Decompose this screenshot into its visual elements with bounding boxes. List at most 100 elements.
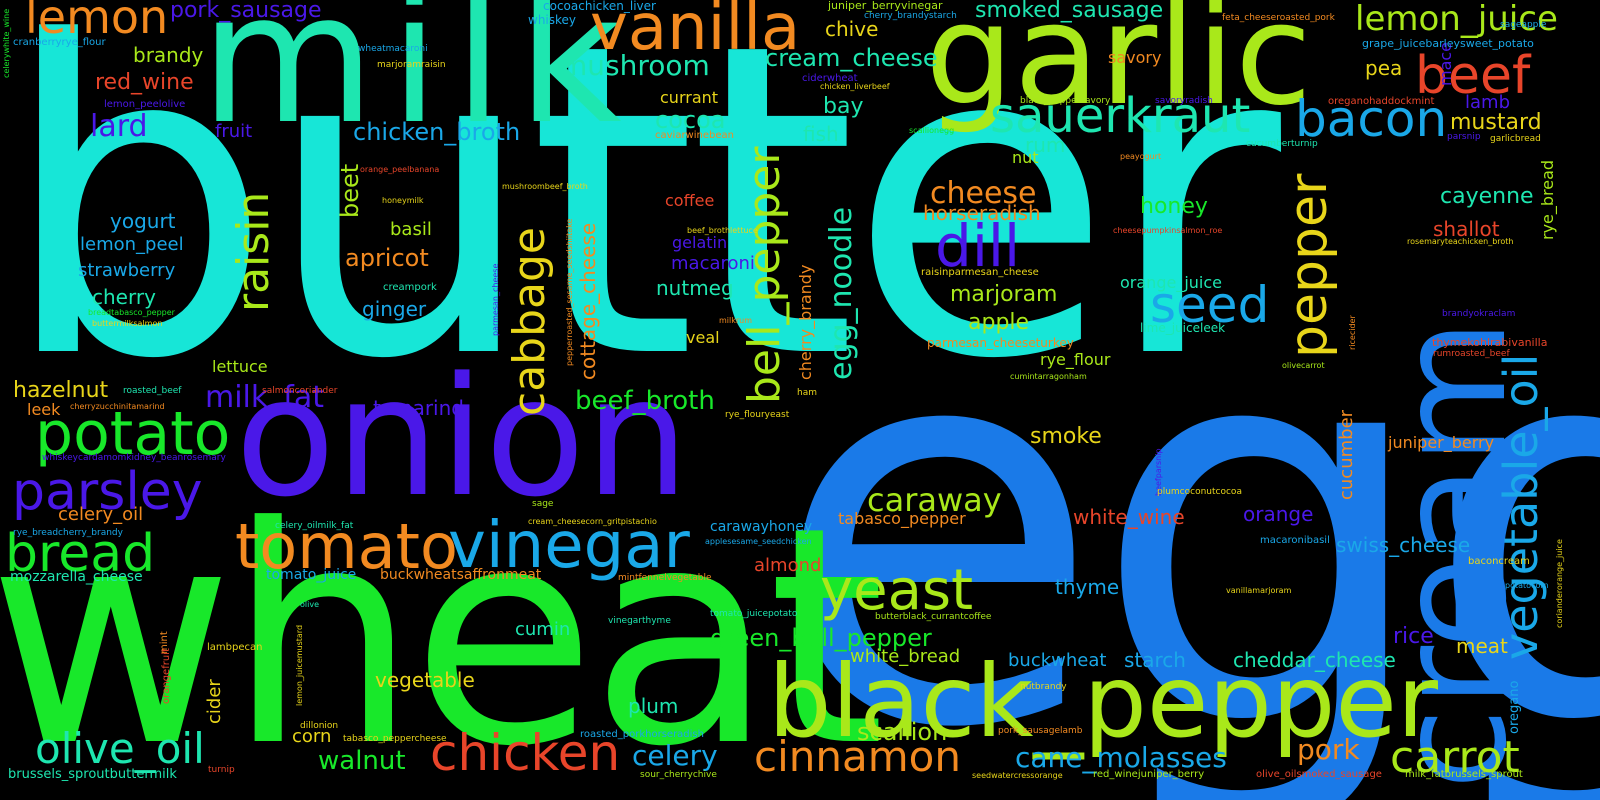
word-cheesepumpkinsalmon_roe: cheesepumpkinsalmon_roe (1113, 226, 1223, 235)
word-lettuce: lettuce (212, 357, 268, 376)
word-vinegar: vinegar (448, 509, 690, 583)
word-savory: savory (1108, 48, 1162, 67)
word-nutmeg: nutmeg (656, 276, 734, 300)
word-raisinparmesan_cheese: raisinparmesan_cheese (921, 267, 1039, 278)
word-brandyokraclam: brandyokraclam (1442, 309, 1516, 319)
word-green_bell_pepper: green_bell_pepper (710, 624, 932, 652)
word-nutbrandy: nutbrandy (1020, 682, 1067, 692)
word-cane_molasses: cane_molasses (1015, 741, 1227, 774)
word-wheatmacaroni: wheatmacaroni (358, 44, 428, 54)
word-marjoramraisin: marjoramraisin (377, 60, 446, 70)
word-horseradish: horseradish (923, 201, 1041, 225)
word-dill: dill (935, 212, 1021, 280)
word-starch: starch (1124, 648, 1186, 672)
word-cucumberturnip: cucumberturnip (1246, 139, 1318, 149)
word-white_wine: white_wine (1073, 505, 1185, 529)
word-buttermilksalmon: buttermilksalmon (92, 319, 163, 328)
word-milkrum: milkrum (719, 316, 753, 325)
word-buckwheat: buckwheat (1008, 650, 1107, 671)
word-white_bread: white_bread (850, 646, 961, 667)
word-roasted_porkhorseradish: roasted_porkhorseradish (580, 729, 704, 740)
word-peayogurt: peayogurt (1120, 152, 1162, 161)
word-rye_flouryeast: rye_flouryeast (725, 410, 790, 420)
word-orangefruit: orangefruit (161, 648, 172, 704)
word-cottage_cheese: cottage_cheese (576, 222, 600, 380)
word-veal: veal (686, 328, 720, 347)
word-mintfennelvegetable: mintfennelvegetable (618, 573, 712, 583)
word-red_winejuniper_berry: red_winejuniper_berry (1093, 769, 1205, 780)
word-seedwatercressorange: seedwatercressorange (972, 771, 1063, 780)
word-cherry_brandystarch: cherry_brandystarch (864, 11, 957, 21)
word-nut: nut (1012, 148, 1039, 167)
word-lamb: lamb (1465, 92, 1510, 113)
word-currant: currant (660, 88, 719, 107)
word-basil: basil (390, 219, 432, 240)
word-celery: celery (632, 739, 718, 772)
word-dillonion: dillonion (300, 721, 339, 731)
word-oreganohaddockmint: oreganohaddockmint (1328, 96, 1435, 107)
word-swiss_cheese: swiss_cheese (1336, 533, 1471, 557)
word-olive_oilsmoked_sausage: olive_oilsmoked_sausage (1256, 769, 1382, 780)
word-beef_broth: beef_broth (575, 386, 715, 416)
word-smoked_sausage: smoked_sausage (975, 0, 1164, 23)
word-red_wine: red_wine (95, 70, 194, 95)
word-tabasco_peppercheese: tabasco_peppercheese (343, 734, 447, 744)
word-cheese: cheese (930, 176, 1037, 211)
word-cumin: cumin (515, 619, 571, 640)
word-celery_oilmilk_fat: celery_oilmilk_fat (275, 521, 354, 531)
word-potato: potato (35, 399, 231, 469)
word-thymekohlrabivanilla: thymekohlrabivanilla (1432, 336, 1548, 349)
word-tabasco_pepper: tabasco_pepper (838, 509, 966, 528)
word-breadtabasco_pepper: breadtabasco_pepper (88, 308, 175, 317)
word-whiskey: whiskey (528, 13, 577, 27)
word-pepperroasted_sesame_seedshiitake: pepperroasted_sesame_seedshiitake (565, 218, 574, 366)
word-lambpecan: lambpecan (207, 642, 263, 653)
word-parsley: parsley (12, 462, 203, 522)
word-chicken_broth: chicken_broth (353, 118, 521, 146)
word-beet: beet (336, 163, 364, 218)
word-grape_juicebarleysweet_potato: grape_juicebarleysweet_potato (1362, 37, 1534, 50)
word-yeast: yeast (820, 558, 974, 623)
word-pork: pork (1297, 733, 1360, 766)
word-milk: milk (200, 0, 636, 164)
word-honeymilk: honeymilk (382, 196, 424, 205)
word-cream_cheese: cream_cheese (765, 44, 938, 72)
word-rye_breadcherry_brandy: rye_breadcherry_brandy (13, 528, 123, 538)
word-scallion: scallion (857, 718, 948, 746)
word-brussels_sproutbuttermilk: brussels_sproutbuttermilk (8, 767, 177, 782)
word-black_peppersavory: black_peppersavory (1020, 96, 1111, 106)
word-walnut: walnut (318, 746, 406, 776)
word-roasted_beef: roasted_beef (123, 386, 182, 396)
word-plumcoconutcocoa: plumcoconutcocoa (1157, 487, 1242, 497)
word-chive: chive (825, 17, 879, 41)
word-sageapple: sageapple (1500, 20, 1547, 30)
word-rye_flour: rye_flour (1040, 350, 1111, 369)
word-black_pepper: black_pepper (768, 643, 1439, 760)
word-vinegarthyme: vinegarthyme (608, 616, 671, 626)
word-olive_oil: olive_oil (35, 724, 205, 773)
word-smoke: smoke (1030, 424, 1102, 449)
word-whiskeycardamomkidney_beanrosemary: whiskeycardamomkidney_beanrosemary (42, 453, 226, 463)
word-rumroasted_beef: rumroasted_beef (1433, 349, 1510, 359)
word-mustard: mustard (1450, 110, 1542, 135)
word-pork_sausagelamb: pork_sausagelamb (998, 726, 1083, 736)
word-cocoa: cocoa (655, 106, 726, 134)
word-bell_pepper: bell_pepper (739, 146, 790, 404)
word-onion: onion (235, 342, 690, 533)
word-carawayhoney: carawayhoney (710, 519, 813, 535)
word-lemon: lemon (25, 0, 169, 44)
word-garlic: garlic (925, 0, 1312, 137)
word-juniper_berryvinegar: juniper_berryvinegar (828, 0, 943, 12)
word-caraway: caraway (867, 481, 1002, 519)
word-pepper: pepper (1279, 173, 1339, 358)
word-lemon_peelolive: lemon_peelolive (104, 99, 186, 110)
word-salmoncoriander: salmoncoriander (262, 386, 338, 396)
word-turnip: turnip (208, 765, 235, 775)
word-caviarwinebean: caviarwinebean (655, 130, 734, 141)
word-corn: corn (292, 726, 332, 747)
word-honey: honey (1140, 194, 1208, 219)
word-orange_juice: orange_juice (1120, 273, 1222, 292)
word-scallionegg: scallionegg (909, 126, 955, 135)
word-juniper_berry: juniper_berry (1388, 433, 1495, 452)
